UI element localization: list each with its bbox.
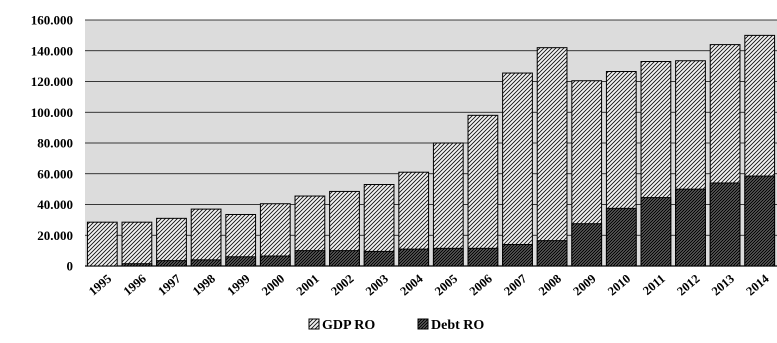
bar-debt <box>571 223 603 267</box>
bar-debt <box>398 248 430 267</box>
legend-item-gdp: GDP RO <box>308 318 375 333</box>
bar-gdp <box>121 221 153 267</box>
x-tick-label: 2000 <box>259 272 287 299</box>
x-tick-label: 2007 <box>501 272 529 299</box>
bar-debt <box>432 247 464 267</box>
bar-debt <box>536 240 568 267</box>
bar-gdp <box>190 208 222 267</box>
bar-gdp <box>156 217 187 267</box>
bar-gdp <box>86 221 118 267</box>
x-tick-label: 2001 <box>294 272 322 299</box>
y-tick-label: 20.000 <box>37 228 73 243</box>
bar-debt <box>502 243 533 267</box>
y-tick-label: 60.000 <box>37 166 73 181</box>
x-tick-label: 2005 <box>432 272 460 299</box>
legend-swatch <box>308 318 320 330</box>
legend-item-debt: Debt RO <box>417 318 484 333</box>
bar-gdp <box>432 142 464 267</box>
x-tick-label: 1997 <box>155 272 183 299</box>
y-tick-label: 140.000 <box>31 43 73 58</box>
bar-debt <box>467 247 499 267</box>
bar-debt <box>363 250 395 267</box>
bar-debt <box>744 175 776 267</box>
bar-debt <box>190 259 222 267</box>
legend-label: Debt RO <box>431 318 484 333</box>
x-tick-label: 2012 <box>674 272 702 299</box>
bar-debt <box>675 188 706 267</box>
bar-debt <box>640 197 672 267</box>
bar-debt <box>259 255 291 267</box>
legend-swatch <box>417 318 429 330</box>
bar-gdp <box>536 47 568 267</box>
x-tick-label: 1996 <box>121 272 149 299</box>
x-tick-label: 2002 <box>328 272 356 299</box>
y-tick-label: 160.000 <box>31 13 73 28</box>
x-tick-label: 2013 <box>709 272 737 299</box>
y-tick-label: 80.000 <box>37 136 73 151</box>
x-tick-label: 2006 <box>467 272 495 299</box>
x-tick-label: 1999 <box>224 272 252 299</box>
x-tick-label: 2014 <box>743 271 772 298</box>
legend-label: GDP RO <box>322 318 375 333</box>
bar-debt <box>156 260 187 267</box>
x-tick-label: 2009 <box>570 272 598 299</box>
y-tick-label: 40.000 <box>37 197 73 212</box>
bar-debt <box>225 256 257 267</box>
x-tick-label: 2004 <box>397 271 426 298</box>
x-tick-label: 1998 <box>190 272 218 299</box>
bar-gdp <box>467 114 499 267</box>
y-tick-label: 0 <box>67 259 74 274</box>
bar-debt <box>709 182 741 267</box>
x-tick-label: 1995 <box>86 272 114 299</box>
y-tick-label: 100.000 <box>31 105 73 120</box>
bar-gdp <box>502 72 533 267</box>
x-tick-label: 2003 <box>363 272 391 299</box>
bar-debt <box>329 250 360 267</box>
bar-debt <box>605 207 637 267</box>
bar-debt <box>294 250 326 267</box>
bar-debt <box>121 263 153 267</box>
x-tick-label: 2011 <box>640 272 668 298</box>
x-tick-label: 2008 <box>536 272 564 299</box>
y-tick-label: 120.000 <box>31 74 73 89</box>
x-tick-label: 2010 <box>605 272 633 299</box>
